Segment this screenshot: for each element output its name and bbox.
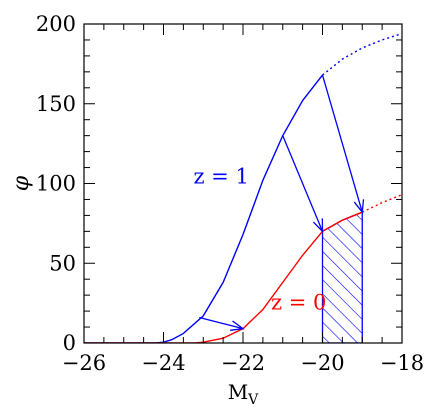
axis-ticks <box>83 23 403 344</box>
annotations: z = 1 z = 0 <box>193 165 326 315</box>
y-tick-label: 200 <box>36 12 76 36</box>
y-axis-title: φ <box>9 175 34 191</box>
arrow-shaft-3 <box>321 74 363 213</box>
annotation-label-2: z = 0 <box>271 291 326 315</box>
tick-labels: −26 −24 −22 −20 −18 0 50 100 150 200 <box>36 12 424 375</box>
arrow-shaft-1 <box>199 316 244 330</box>
hatched-region <box>321 211 363 343</box>
z0-curve-dashed <box>361 194 402 213</box>
x-tick-label: −20 <box>300 351 344 375</box>
arrow-head-2 <box>312 218 324 233</box>
x-axis-title-subscript: V <box>247 392 259 408</box>
arrows <box>199 74 365 331</box>
arrow-head-1 <box>230 320 245 331</box>
y-tick-label: 50 <box>49 251 76 275</box>
x-tick-label: −18 <box>380 351 424 375</box>
annotation-label-1: z = 1 <box>193 165 248 189</box>
y-tick-label: 100 <box>36 172 76 196</box>
z1-curve-dashed <box>322 32 402 76</box>
y-tick-label: 0 <box>63 331 76 355</box>
arrow-shaft-2 <box>282 135 324 232</box>
x-axis-title-main: M <box>228 380 248 404</box>
x-tick-label: −22 <box>221 351 265 375</box>
x-tick-label: −24 <box>141 351 185 375</box>
arrow-head-3 <box>353 199 365 214</box>
x-tick-label: −26 <box>62 351 106 375</box>
x-axis-title: MV <box>228 380 259 408</box>
y-tick-label: 150 <box>36 92 76 116</box>
